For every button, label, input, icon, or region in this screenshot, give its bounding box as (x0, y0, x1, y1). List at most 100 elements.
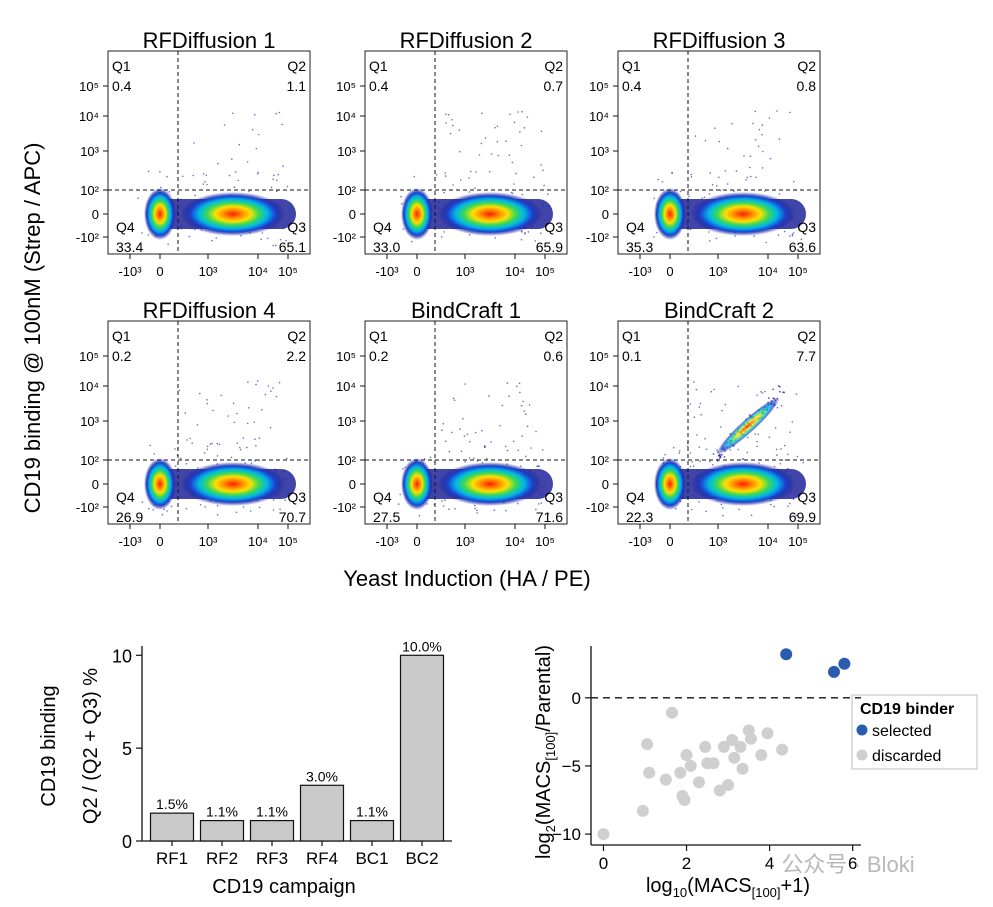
flow-event-dot (248, 190, 250, 193)
flow-event-dot (206, 402, 209, 405)
flow-event-dot (764, 390, 766, 393)
flow-event-dot (789, 502, 791, 505)
flow-quadrant-name: Q2 (287, 328, 306, 344)
flow-event-dot (247, 407, 250, 409)
flow-event-dot (688, 195, 690, 198)
flow-event-dot (735, 170, 738, 172)
flow-event-dot (255, 147, 258, 150)
flow-event-dot (236, 412, 238, 415)
flow-event-dot (279, 238, 282, 241)
flow-panel-frame (107, 50, 311, 255)
flow-event-dot (783, 230, 786, 233)
flow-event-dot (511, 161, 514, 164)
flow-event-dot (753, 235, 755, 237)
flow-event-dot (521, 193, 524, 196)
flow-quadrant-value: 65.9 (536, 239, 563, 255)
flow-x-tick-label: 10⁵ (788, 534, 808, 549)
flow-event-dot (723, 456, 726, 458)
flow-event-dot (444, 175, 447, 177)
flow-x-tick-label: 0 (666, 534, 673, 549)
flow-x-tick-label: 10³ (456, 264, 475, 279)
flow-event-dot (761, 167, 764, 169)
flow-event-dot (435, 174, 438, 176)
flow-event-dot (180, 457, 182, 460)
scatter-point-discarded (678, 794, 691, 806)
flow-event-dot (784, 444, 786, 447)
scatter-legend: CD19 binder selected discarded (851, 694, 978, 770)
flow-event-dot (701, 197, 703, 199)
flow-panel-title: RFDiffusion 3 (653, 28, 786, 53)
flow-event-dot (485, 457, 488, 460)
flow-event-dot (755, 176, 757, 178)
flow-event-dot (508, 395, 510, 397)
flow-event-dot (442, 422, 445, 425)
flow-event-dot (501, 404, 504, 407)
scatter-point-discarded (693, 776, 705, 789)
flow-event-dot (795, 393, 798, 395)
flow-negative-population (401, 188, 433, 240)
flow-event-dot (761, 133, 763, 136)
flow-event-dot (789, 235, 791, 237)
flow-event-dot (724, 170, 727, 172)
scatter-y-tick-label: 0 (572, 689, 581, 708)
flow-event-dot (724, 403, 727, 406)
flow-event-dot (494, 237, 497, 239)
flow-event-dot (515, 172, 517, 175)
flow-event-dot (441, 429, 443, 431)
scatter-point-discarded (736, 762, 749, 775)
flow-event-dot (789, 111, 791, 114)
flow-event-dot (694, 135, 697, 137)
flow-event-dot (520, 144, 523, 147)
flow-event-dot (206, 448, 209, 451)
flow-quadrant-name: Q3 (544, 489, 563, 505)
flow-event-dot (230, 456, 233, 459)
flow-event-dot (779, 463, 782, 465)
flow-event-dot (217, 162, 219, 165)
flow-positive-population (691, 192, 795, 236)
flow-event-dot (512, 440, 515, 443)
flow-event-dot (232, 112, 234, 115)
flow-event-dot (284, 499, 286, 501)
flow-event-dot (776, 406, 779, 409)
flow-event-dot (787, 505, 789, 508)
bar-rf3 (249, 819, 295, 842)
flow-negative-population (401, 458, 433, 510)
flow-event-dot (538, 503, 540, 505)
flow-event-dot (397, 503, 400, 505)
flow-event-dot (774, 427, 777, 429)
flow-y-tick-label: 0 (349, 477, 356, 492)
flow-event-dot (496, 141, 499, 143)
flow-event-dot (499, 425, 501, 427)
scatter-point-discarded (597, 828, 610, 841)
scatter-point-selected (828, 665, 840, 678)
flow-event-dot (246, 161, 249, 163)
flow-quadrant-value: 7.7 (797, 348, 817, 364)
flow-event-dot (441, 500, 443, 502)
flow-event-dot (488, 395, 490, 397)
flow-event-dot (698, 406, 701, 408)
flow-event-dot (521, 435, 523, 437)
flow-event-dot (778, 390, 781, 393)
bar-category-label: RF2 (206, 849, 238, 868)
flow-event-dot (216, 513, 219, 516)
bar-chart: CD19 binding Q2 / (Q2 + Q3) % CD19 campa… (38, 638, 452, 898)
bar-value-label: 1.1% (256, 804, 288, 820)
flow-event-dot (199, 504, 202, 506)
flow-quadrant-value: 35.3 (626, 239, 653, 255)
flow-event-dot (511, 192, 514, 195)
flow-quadrant-name: Q2 (544, 58, 563, 74)
flow-event-dot (251, 128, 254, 131)
scatter-point-discarded (755, 749, 768, 761)
flow-quadrant-name: Q2 (797, 58, 816, 74)
flow-event-dot (693, 381, 695, 383)
flow-quadrant-value: 0.8 (797, 78, 817, 94)
flow-event-dot (757, 433, 760, 436)
flow-event-dot (451, 119, 453, 121)
flow-event-dot (199, 392, 201, 395)
bar-value-label: 10.0% (402, 638, 442, 654)
flow-event-dot (211, 239, 213, 242)
flow-event-dot (473, 504, 476, 507)
flow-event-dot (256, 380, 259, 382)
flow-y-tick-label: -10² (333, 500, 357, 515)
flow-event-dot (754, 110, 757, 113)
